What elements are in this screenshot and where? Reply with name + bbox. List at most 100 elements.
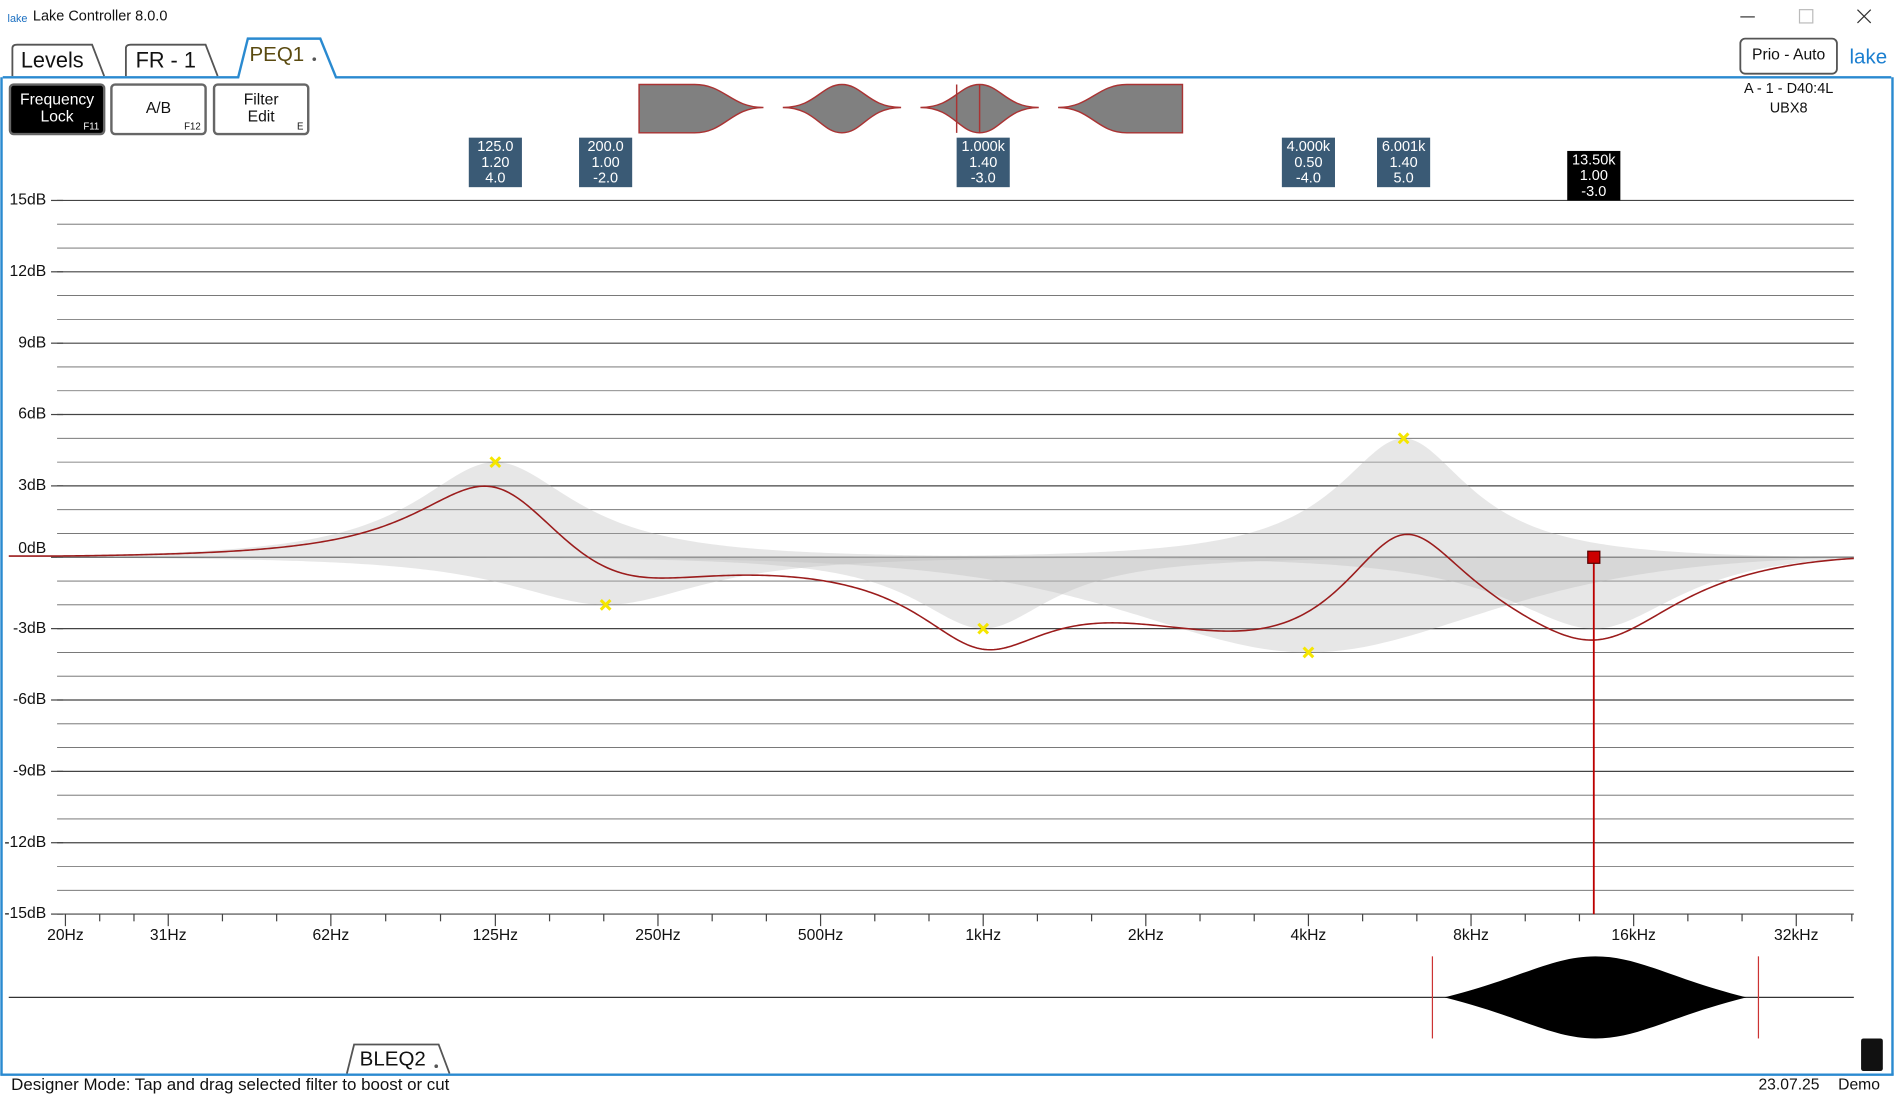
filter-handle[interactable] — [1302, 646, 1315, 659]
filter-label-box[interactable] — [468, 137, 522, 188]
filter-label-box[interactable] — [956, 137, 1010, 188]
filter-handle[interactable] — [977, 622, 990, 635]
filter-handle[interactable] — [599, 598, 612, 611]
x-tick-label: 62Hz — [313, 927, 350, 944]
eq-curve — [8, 485, 1854, 651]
y-tick-label: -12dB — [4, 834, 46, 851]
filter-area — [57, 438, 1854, 558]
button-shortcut: E — [297, 121, 304, 132]
y-tick-label: -6dB — [13, 691, 46, 708]
y-tick-label: -9dB — [13, 762, 46, 779]
y-tick-label: 0dB — [18, 540, 46, 557]
button-shortcut: F12 — [184, 121, 201, 132]
filter-freq-label: 4.000k — [1287, 139, 1331, 155]
filter-gain-label: -2.0 — [593, 171, 618, 187]
status-message: Designer Mode: Tap and drag selected fil… — [11, 1075, 449, 1094]
filter-freq-label: 1.000k — [961, 139, 1005, 155]
tab-label: Levels — [21, 47, 84, 72]
device-model: UBX8 — [1770, 101, 1808, 117]
button-label: Lock — [40, 108, 73, 125]
high-shelf-icon[interactable] — [1058, 83, 1184, 134]
low-shelf-icon[interactable] — [638, 83, 764, 134]
x-tick-label: 250Hz — [635, 927, 681, 944]
filter-label-box[interactable] — [1377, 137, 1431, 188]
app-icon: lake — [8, 13, 28, 25]
brand-logo: lake — [1850, 45, 1888, 68]
tab-dot — [312, 57, 317, 61]
device-name: A - 1 - D40:4L — [1744, 81, 1833, 97]
filter-freq-label: 200.0 — [587, 139, 623, 155]
bleq-tab-label: BLEQ2 — [360, 1048, 426, 1071]
x-tick-label: 2kHz — [1128, 927, 1164, 944]
x-tick-label: 16kHz — [1611, 927, 1656, 944]
filter-area — [57, 462, 1854, 558]
button-label: Edit — [248, 108, 276, 125]
button-label: Frequency — [20, 91, 94, 108]
icon-marker — [955, 84, 981, 133]
x-tick-label: 20Hz — [47, 927, 84, 944]
toolbar-button[interactable] — [212, 83, 310, 136]
filter-q-label: 0.50 — [1294, 155, 1322, 171]
prio-button[interactable] — [1739, 37, 1838, 75]
toolbar-button[interactable] — [8, 83, 106, 136]
x-tick-label: 1kHz — [965, 927, 1001, 944]
window-title: Lake Controller 8.0.0 — [33, 9, 167, 25]
filter-area — [57, 557, 1854, 629]
filter-freq-label: 6.001k — [1382, 139, 1426, 155]
button-label: A/B — [146, 100, 171, 117]
filter-freq-label: 13.50k — [1572, 152, 1616, 168]
x-tick-label: 4kHz — [1291, 927, 1327, 944]
filter-q-label: 1.40 — [1389, 155, 1417, 171]
tab[interactable] — [11, 43, 106, 77]
y-tick-label: 15dB — [10, 192, 47, 209]
maximize-button[interactable] — [1798, 9, 1814, 24]
filter-q-label: 1.20 — [481, 155, 509, 171]
filter-gain-label: -3.0 — [971, 171, 996, 187]
battery-icon — [1861, 1038, 1883, 1072]
filter-freq-label: 125.0 — [477, 139, 513, 155]
filter-q-label: 1.00 — [592, 155, 620, 171]
filter-gain-label: 4.0 — [485, 171, 505, 187]
selected-filter-handle[interactable] — [1587, 550, 1601, 564]
x-tick-label: 31Hz — [150, 927, 187, 944]
x-tick-label: 8kHz — [1453, 927, 1489, 944]
y-tick-label: 3dB — [18, 477, 46, 494]
y-tick-label: -3dB — [13, 620, 46, 637]
filter-area — [57, 557, 1854, 653]
filter-handle[interactable] — [1397, 432, 1410, 445]
y-tick-label: 12dB — [10, 263, 47, 280]
filter-gain-label: -4.0 — [1296, 171, 1321, 187]
filter-type-icons — [638, 83, 1184, 134]
bleq-tab[interactable] — [345, 1043, 451, 1074]
y-tick-label: -15dB — [4, 905, 46, 922]
status-date: 23.07.25 — [1758, 1077, 1819, 1094]
y-tick-label: 6dB — [18, 406, 46, 423]
x-tick-label: 32kHz — [1774, 927, 1819, 944]
bell-icon[interactable] — [782, 83, 902, 134]
filter-q-label: 1.40 — [969, 155, 997, 171]
filter-area — [57, 557, 1854, 629]
x-tick-label: 125Hz — [473, 927, 519, 944]
close-button[interactable] — [1857, 9, 1872, 24]
button-label: Filter — [244, 91, 279, 108]
filter-label-box[interactable] — [1567, 150, 1621, 201]
tab-dot — [434, 1064, 439, 1069]
filter-q-label: 1.00 — [1580, 168, 1608, 184]
filter-handle[interactable] — [489, 456, 502, 469]
bleq-shape — [1444, 956, 1747, 1039]
button-shortcut: F11 — [83, 121, 99, 132]
toolbar-button[interactable] — [110, 83, 207, 136]
tab-bar-line — [2, 37, 1892, 79]
filter-gain-label: -3.0 — [1581, 184, 1606, 200]
status-mode: Demo — [1838, 1077, 1880, 1094]
x-tick-label: 500Hz — [798, 927, 844, 944]
tab-label: FR - 1 — [136, 47, 196, 72]
active-tab-label: PEQ1 — [249, 43, 304, 66]
filter-area — [57, 557, 1854, 605]
y-tick-label: 9dB — [18, 334, 46, 351]
filter-label-box[interactable] — [1281, 137, 1335, 188]
filter-gain-label: 5.0 — [1394, 171, 1414, 187]
tab[interactable] — [124, 43, 219, 77]
filter-label-box[interactable] — [579, 137, 633, 188]
